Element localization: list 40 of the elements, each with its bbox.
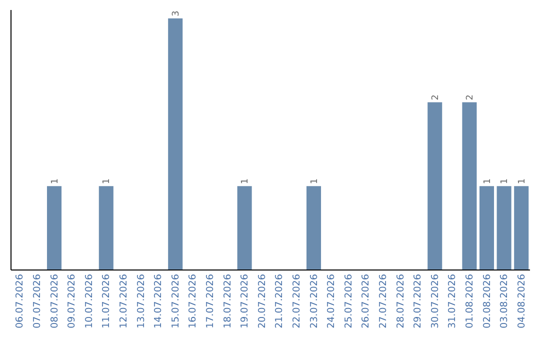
data-label: 1 — [310, 178, 320, 184]
x-tick-label: 14.07.2026 — [153, 274, 164, 328]
x-tick-label: 07.07.2026 — [32, 274, 43, 328]
x-tick-label: 16.07.2026 — [188, 274, 199, 328]
x-tick-label: 29.07.2026 — [412, 274, 424, 328]
x-tick-label: 01.08.2026 — [464, 274, 476, 328]
x-tick-label: 21.07.2026 — [274, 274, 286, 328]
x-tick-label: 09.07.2026 — [66, 274, 78, 328]
data-label: 1 — [482, 178, 493, 184]
x-tick-label: 24.07.2026 — [326, 274, 338, 328]
data-label: 1 — [500, 178, 510, 184]
x-tick-label: 11.07.2026 — [101, 274, 112, 328]
data-label: 2 — [465, 94, 476, 100]
x-tick-label: 15.07.2026 — [170, 274, 182, 328]
x-tick-label: 13.07.2026 — [136, 274, 147, 328]
x-tick-label: 25.07.2026 — [343, 274, 354, 328]
x-tick-label: 26.07.2026 — [360, 274, 372, 328]
x-tick-label: 30.07.2026 — [430, 274, 441, 328]
data-label: 3 — [171, 10, 182, 16]
data-label: 1 — [50, 178, 60, 184]
x-tick-label: 19.07.2026 — [240, 274, 251, 328]
data-label: 1 — [102, 178, 112, 184]
x-tick-label: 08.07.2026 — [49, 274, 60, 328]
x-tick-label: 28.07.2026 — [395, 274, 406, 328]
x-tick-label: 18.07.2026 — [222, 274, 234, 328]
data-label: 2 — [430, 94, 441, 100]
x-tick-label: 12.07.2026 — [118, 274, 130, 328]
data-label: 1 — [240, 178, 251, 184]
x-tick-label: 06.07.2026 — [14, 274, 26, 328]
x-tick-label: 02.08.2026 — [482, 274, 493, 328]
x-tick-label: 04.08.2026 — [516, 274, 528, 328]
x-tick-label: 27.07.2026 — [378, 274, 389, 328]
x-tick-label: 17.07.2026 — [204, 274, 216, 328]
x-tick-label: 03.08.2026 — [499, 274, 510, 328]
x-tick-label: 31.07.2026 — [447, 274, 458, 328]
x-tick-label: 23.07.2026 — [308, 274, 320, 328]
data-label: 1 — [517, 178, 528, 184]
x-tick-label: 20.07.2026 — [256, 274, 268, 328]
x-tick-label: 10.07.2026 — [84, 274, 95, 328]
x-tick-label: 22.07.2026 — [291, 274, 302, 328]
